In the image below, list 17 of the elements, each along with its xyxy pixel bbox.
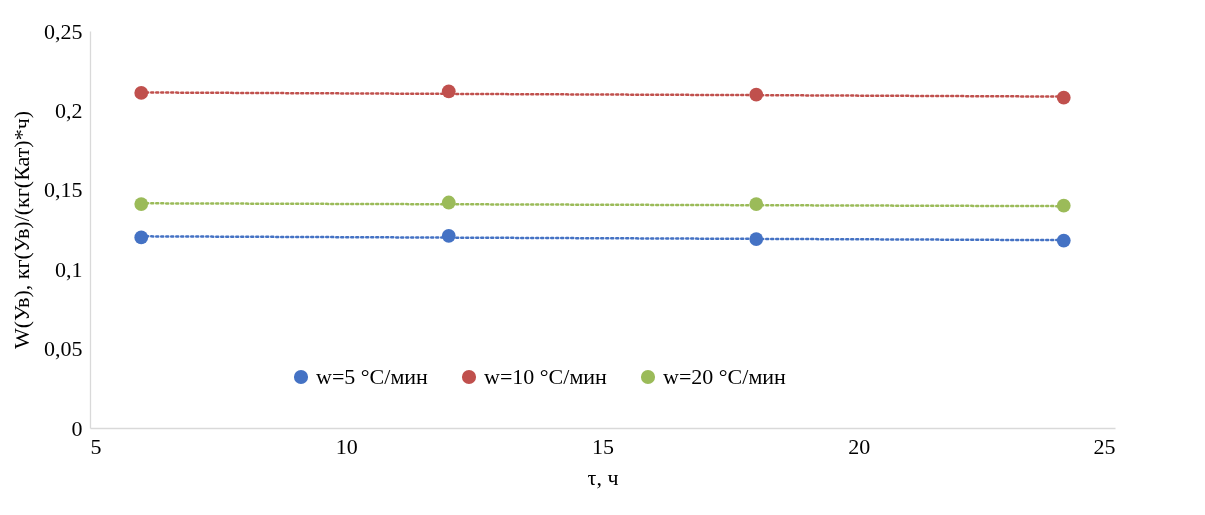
y-tick-label: 0 (71, 415, 83, 441)
y-tick-label: 0,1 (55, 256, 83, 282)
x-tick-label: 15 (592, 433, 614, 459)
point (1056, 198, 1071, 213)
x-tick-label: 5 (90, 433, 102, 459)
y-tick-label: 0,25 (44, 18, 83, 44)
legend-label: w=5 °С/мин (316, 364, 429, 389)
x-tick-label: 20 (848, 433, 871, 459)
y-tick-label: 0,15 (44, 177, 83, 203)
legend-label: w=10 °С/мин (484, 364, 608, 389)
x-axis-title: τ, ч (587, 464, 619, 490)
y-tick-label: 0,05 (44, 336, 83, 362)
x-tick-label: 10 (335, 433, 358, 459)
legend-label: w=20 °С/мин (663, 364, 787, 389)
y-tick-label: 0,2 (55, 97, 83, 123)
x-tick-label: 25 (1093, 433, 1116, 459)
y-axis-title: W(Ув), кг(Ув)/(кг(Кат)*ч) (9, 110, 34, 350)
